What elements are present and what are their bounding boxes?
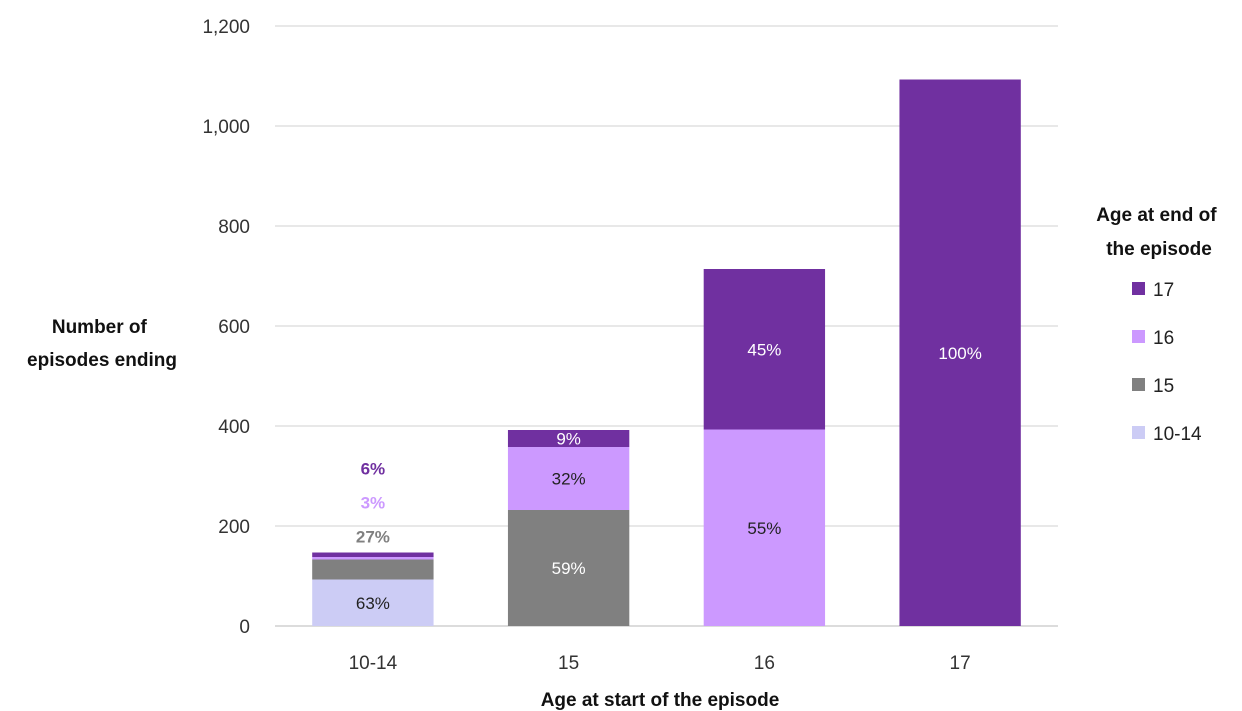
y-tick-label: 200	[218, 517, 250, 538]
bar-segment	[312, 552, 434, 557]
data-label: 63%	[356, 594, 390, 613]
data-label: 100%	[938, 344, 981, 363]
legend-label: 15	[1153, 376, 1174, 397]
bar-segment	[703, 429, 826, 626]
y-tick-label: 600	[218, 317, 250, 338]
y-axis-title-line-2: episodes ending	[27, 350, 177, 371]
bar-segment	[507, 430, 630, 447]
y-tick-label: 0	[239, 617, 250, 638]
y-tick-label: 1,000	[202, 117, 250, 138]
data-label: 55%	[747, 519, 781, 538]
legend-swatch	[1132, 378, 1145, 391]
legend-swatch	[1132, 282, 1145, 295]
legend-label: 16	[1153, 328, 1174, 349]
legend-title: Age at end of the episode	[1096, 205, 1222, 260]
x-tick-label: 15	[558, 653, 579, 674]
legend-label: 17	[1153, 280, 1174, 301]
x-axis-title: Age at start of the episode	[541, 690, 780, 711]
bar-segment	[507, 447, 630, 510]
legend-title-line-1: Age at end of	[1096, 205, 1217, 226]
data-label: 59%	[552, 559, 586, 578]
y-tick-label: 800	[218, 217, 250, 238]
y-tick-label: 1,200	[202, 17, 250, 38]
data-label: 6%	[361, 460, 386, 479]
bars	[312, 79, 1021, 626]
data-label: 3%	[361, 494, 386, 513]
legend-swatch	[1132, 426, 1145, 439]
bar-segment	[899, 79, 1021, 626]
data-labels: 63% 27% 3% 6% 59% 32% 9% 55% 45% 100%	[356, 340, 982, 613]
data-label: 27%	[356, 528, 390, 547]
bar-segment	[507, 510, 630, 626]
bar-segment	[312, 557, 434, 560]
legend: Age at end of the episode 17 16 15 10-14	[1096, 205, 1222, 445]
x-axis-ticks: 10-14 15 16 17	[349, 653, 971, 674]
y-tick-label: 400	[218, 417, 250, 438]
y-axis-ticks: 0 200 400 600 800 1,000 1,200	[202, 17, 250, 638]
legend-swatch	[1132, 330, 1145, 343]
data-label: 32%	[552, 470, 586, 489]
data-label: 9%	[556, 430, 581, 449]
legend-title-line-2: the episode	[1106, 239, 1212, 260]
legend-label: 10-14	[1153, 424, 1202, 445]
data-label: 45%	[747, 340, 781, 359]
bar-segment	[312, 559, 434, 580]
x-tick-label: 10-14	[349, 653, 398, 674]
x-tick-label: 16	[754, 653, 775, 674]
y-axis-title-line-1: Number of	[52, 317, 148, 338]
bar-segment	[312, 579, 434, 626]
y-axis-title: Number of episodes ending	[27, 317, 177, 371]
bar-segment	[703, 269, 826, 430]
x-tick-label: 17	[950, 653, 971, 674]
gridlines	[275, 25, 1058, 627]
